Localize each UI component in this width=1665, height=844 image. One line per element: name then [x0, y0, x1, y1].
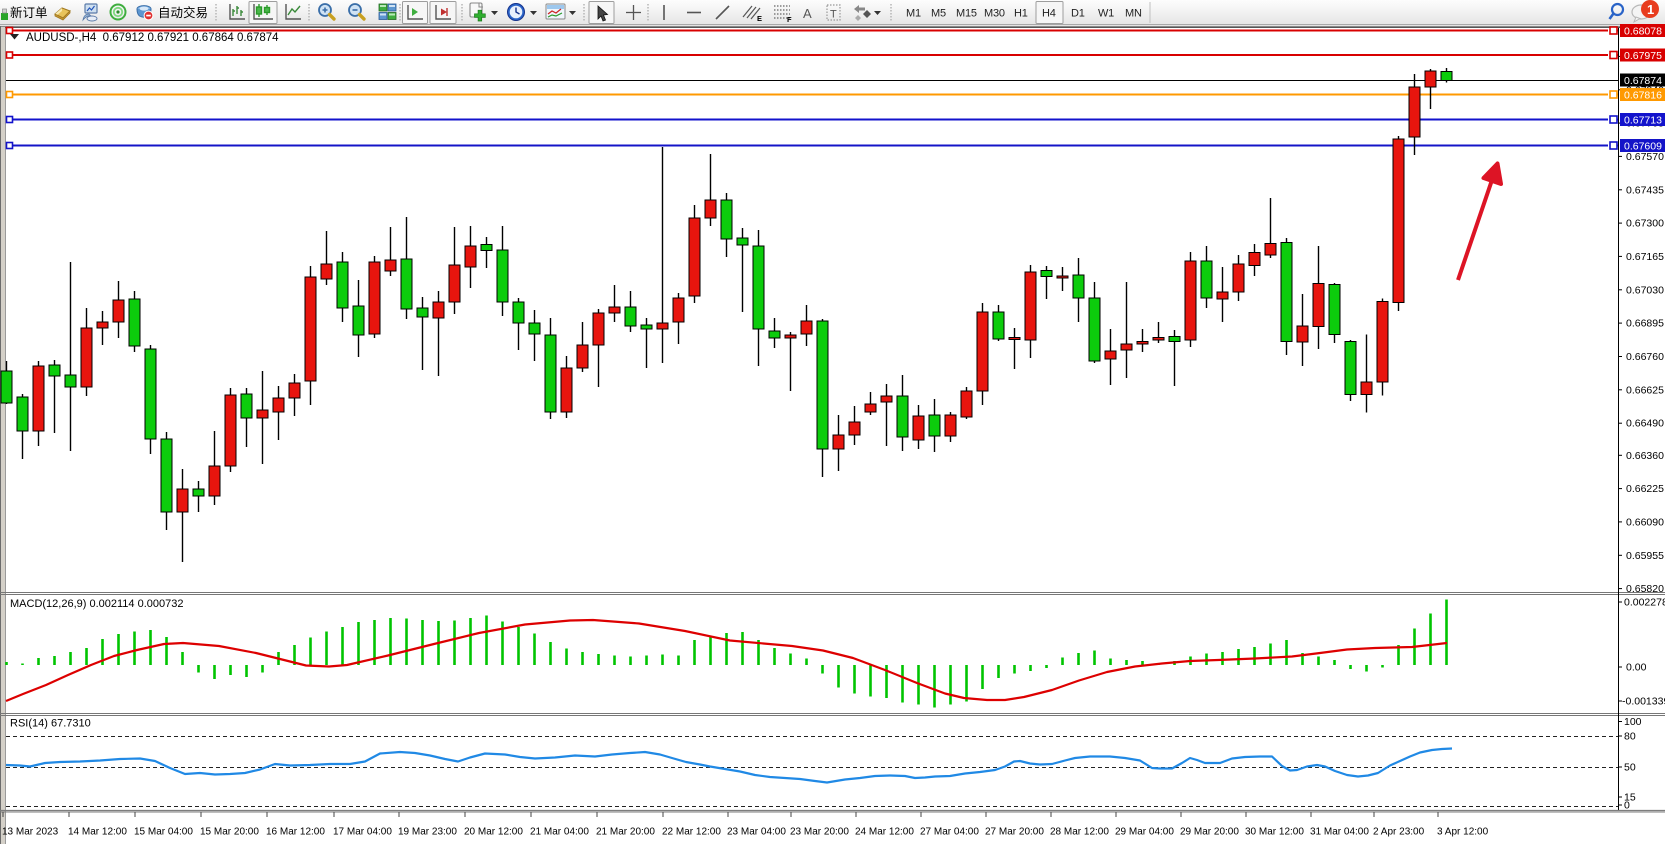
svg-text:0.65955: 0.65955 [1626, 550, 1664, 562]
svg-text:23 Mar 04:00: 23 Mar 04:00 [727, 827, 786, 838]
svg-text:新订单: 新订单 [10, 5, 48, 20]
svg-text:3 Apr 12:00: 3 Apr 12:00 [1437, 827, 1489, 838]
svg-text:16 Mar 12:00: 16 Mar 12:00 [266, 827, 325, 838]
svg-text:E: E [757, 14, 762, 23]
svg-text:0.67874: 0.67874 [1624, 75, 1662, 87]
svg-text:50: 50 [1624, 762, 1636, 774]
svg-text:T: T [830, 9, 837, 21]
svg-text:0.67165: 0.67165 [1626, 251, 1664, 263]
svg-text:15 Mar 04:00: 15 Mar 04:00 [134, 827, 193, 838]
svg-text:14 Mar 12:00: 14 Mar 12:00 [68, 827, 127, 838]
svg-text:H4: H4 [1042, 8, 1056, 20]
svg-text:28 Mar 12:00: 28 Mar 12:00 [1050, 827, 1109, 838]
svg-text:21 Mar 20:00: 21 Mar 20:00 [596, 827, 655, 838]
svg-text:24 Mar 12:00: 24 Mar 12:00 [855, 827, 914, 838]
svg-text:21 Mar 04:00: 21 Mar 04:00 [530, 827, 589, 838]
svg-text:0.67300: 0.67300 [1626, 218, 1664, 230]
svg-text:0.002278: 0.002278 [1624, 597, 1665, 609]
svg-text:0.66625: 0.66625 [1626, 384, 1664, 396]
svg-text:0.66225: 0.66225 [1626, 483, 1664, 495]
svg-text:15 Mar 20:00: 15 Mar 20:00 [200, 827, 259, 838]
svg-text:29 Mar 20:00: 29 Mar 20:00 [1180, 827, 1239, 838]
svg-text:M30: M30 [984, 8, 1005, 20]
svg-text:MACD(12,26,9) 0.002114 0.00073: MACD(12,26,9) 0.002114 0.000732 [10, 598, 183, 610]
svg-text:H1: H1 [1014, 8, 1028, 20]
svg-text:W1: W1 [1098, 8, 1114, 20]
svg-text:23 Mar 20:00: 23 Mar 20:00 [790, 827, 849, 838]
svg-text:0.66490: 0.66490 [1626, 418, 1664, 430]
svg-text:MN: MN [1125, 8, 1142, 20]
svg-text:自动交易: 自动交易 [158, 5, 208, 20]
svg-text:29 Mar 04:00: 29 Mar 04:00 [1115, 827, 1174, 838]
svg-text:13 Mar 2023: 13 Mar 2023 [2, 827, 59, 838]
svg-text:AUDUSD-,H4 0.67912 0.67921 0.: AUDUSD-,H4 0.67912 0.67921 0.67864 0.678… [26, 32, 279, 44]
svg-text:M15: M15 [956, 8, 977, 20]
svg-text:0.67816: 0.67816 [1624, 89, 1662, 101]
svg-text:1: 1 [1647, 2, 1654, 17]
svg-text:0.66895: 0.66895 [1626, 318, 1664, 330]
svg-text:80: 80 [1624, 731, 1636, 743]
svg-text:RSI(14) 67.7310: RSI(14) 67.7310 [10, 718, 91, 730]
svg-text:0.66360: 0.66360 [1626, 450, 1664, 462]
svg-text:0.67030: 0.67030 [1626, 284, 1664, 296]
svg-text:19 Mar 23:00: 19 Mar 23:00 [398, 827, 457, 838]
svg-text:0.67570: 0.67570 [1626, 151, 1664, 163]
svg-text:0.66760: 0.66760 [1626, 351, 1664, 363]
svg-text:2 Apr 23:00: 2 Apr 23:00 [1373, 827, 1425, 838]
svg-text:27 Mar 04:00: 27 Mar 04:00 [920, 827, 979, 838]
svg-text:17 Mar 04:00: 17 Mar 04:00 [333, 827, 392, 838]
svg-text:0.67713: 0.67713 [1624, 114, 1662, 126]
svg-text:31 Mar 04:00: 31 Mar 04:00 [1310, 827, 1369, 838]
svg-text:0.68078: 0.68078 [1624, 25, 1662, 37]
svg-text:0.66090: 0.66090 [1626, 516, 1664, 528]
svg-text:0.67975: 0.67975 [1624, 50, 1662, 62]
svg-text:A: A [803, 6, 812, 21]
svg-text:0.65820: 0.65820 [1626, 583, 1664, 595]
svg-text:20 Mar 12:00: 20 Mar 12:00 [464, 827, 523, 838]
svg-text:15: 15 [1624, 792, 1636, 804]
svg-text:100: 100 [1624, 716, 1642, 728]
svg-text:F: F [787, 15, 792, 24]
svg-text:0: 0 [1624, 800, 1630, 812]
svg-text:30 Mar 12:00: 30 Mar 12:00 [1245, 827, 1304, 838]
svg-text:27 Mar 20:00: 27 Mar 20:00 [985, 827, 1044, 838]
svg-text:0.67609: 0.67609 [1624, 140, 1662, 152]
svg-text:M5: M5 [931, 8, 946, 20]
svg-text:0.00: 0.00 [1626, 662, 1647, 674]
svg-text:D1: D1 [1071, 8, 1085, 20]
svg-text:22 Mar 12:00: 22 Mar 12:00 [662, 827, 721, 838]
svg-text:-0.001339: -0.001339 [1622, 696, 1665, 708]
svg-text:0.67435: 0.67435 [1626, 184, 1664, 196]
svg-text:M1: M1 [906, 8, 921, 20]
